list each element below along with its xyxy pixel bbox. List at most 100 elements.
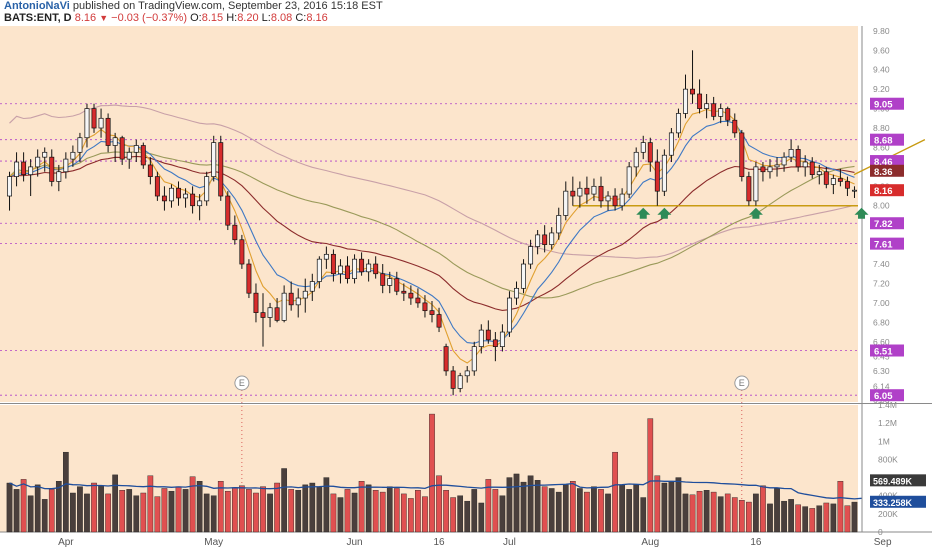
author-link[interactable]: AntonioNaVi bbox=[4, 0, 70, 12]
up-arrow-icon bbox=[657, 207, 672, 219]
volume-bar bbox=[112, 474, 118, 533]
volume-bar bbox=[337, 497, 344, 533]
candle bbox=[584, 176, 590, 204]
candle bbox=[253, 283, 259, 323]
candle bbox=[549, 227, 555, 250]
candle-body bbox=[521, 263, 526, 289]
candle-body bbox=[105, 117, 111, 146]
volume-bar bbox=[555, 491, 562, 533]
candle bbox=[809, 157, 815, 179]
candle bbox=[788, 139, 794, 163]
candle-body bbox=[668, 132, 674, 156]
candle bbox=[345, 256, 350, 284]
candle-body bbox=[563, 190, 569, 216]
candle bbox=[443, 343, 449, 376]
volume-bar bbox=[365, 484, 372, 533]
volume-bar bbox=[253, 492, 259, 533]
candle-body bbox=[760, 166, 766, 173]
volume-bar bbox=[548, 488, 555, 533]
candle-body bbox=[91, 108, 97, 129]
candle bbox=[471, 341, 477, 376]
candle bbox=[211, 135, 217, 182]
candle bbox=[14, 152, 20, 187]
candle-body bbox=[401, 290, 407, 294]
price-level-text: 8.46 bbox=[874, 157, 893, 168]
volume-bar bbox=[330, 493, 337, 533]
candle bbox=[697, 79, 703, 114]
candle bbox=[690, 50, 695, 104]
candle-body bbox=[514, 287, 519, 299]
candle-body bbox=[478, 329, 484, 347]
volume-bar bbox=[154, 496, 161, 533]
candle-body bbox=[443, 346, 449, 372]
candle-body bbox=[823, 171, 829, 185]
candle bbox=[302, 278, 308, 313]
volume-bar bbox=[6, 482, 13, 533]
volume-bar bbox=[478, 502, 485, 533]
candle bbox=[169, 184, 174, 208]
volume-bar bbox=[98, 485, 104, 533]
candle-body bbox=[63, 158, 69, 173]
candle-body bbox=[28, 166, 34, 176]
volume-bar bbox=[351, 492, 358, 533]
volume-level-tag bbox=[870, 495, 926, 508]
candle-body bbox=[450, 370, 456, 389]
candle-body bbox=[809, 161, 815, 176]
volume-bar bbox=[323, 477, 330, 533]
candle bbox=[218, 135, 224, 201]
price-level-tag bbox=[870, 97, 904, 110]
volume-bar bbox=[48, 489, 55, 533]
candle bbox=[781, 152, 787, 172]
candle-body bbox=[77, 137, 83, 153]
symbol-label[interactable]: BATS:ENT, D bbox=[4, 12, 72, 24]
candle bbox=[63, 152, 69, 179]
volume-bar bbox=[77, 486, 83, 533]
candle-body bbox=[471, 346, 477, 372]
last-price: 8.16 bbox=[74, 12, 97, 24]
candle bbox=[204, 171, 210, 206]
volume-bar bbox=[612, 451, 618, 533]
low-label: L: bbox=[261, 12, 271, 24]
price-level-text: 9.05 bbox=[874, 100, 893, 111]
candle-body bbox=[556, 215, 562, 234]
volume-bar bbox=[55, 481, 62, 533]
candle bbox=[563, 181, 569, 221]
volume-bar bbox=[562, 484, 569, 533]
price-tick-label: 9.40 bbox=[873, 65, 890, 75]
volume-bar bbox=[147, 475, 154, 533]
open-label: O: bbox=[190, 12, 202, 24]
volume-bar bbox=[499, 495, 506, 533]
volume-bar bbox=[689, 494, 696, 533]
candle bbox=[323, 246, 329, 269]
candle-body bbox=[577, 187, 583, 197]
candle-body bbox=[457, 375, 463, 389]
candle-body bbox=[852, 189, 857, 192]
price-level-text: 6.51 bbox=[874, 347, 893, 358]
candle bbox=[225, 191, 231, 231]
candle-body bbox=[492, 339, 498, 347]
candle-body bbox=[584, 187, 590, 195]
volume-bar bbox=[746, 501, 752, 533]
candle bbox=[746, 171, 752, 206]
volume-bar bbox=[408, 498, 414, 533]
price-tick-label: 6.14 bbox=[873, 381, 890, 391]
volume-bar bbox=[295, 490, 302, 533]
candle-body bbox=[422, 302, 428, 312]
candle bbox=[267, 302, 273, 328]
volume-bar bbox=[837, 481, 844, 533]
candle bbox=[521, 259, 526, 294]
candle bbox=[176, 181, 181, 206]
volume-bar bbox=[267, 493, 273, 533]
volume-bar bbox=[506, 477, 513, 533]
volume-bar bbox=[281, 468, 287, 533]
candle bbox=[133, 139, 139, 163]
candle-body bbox=[830, 178, 836, 185]
price-level-tag bbox=[870, 184, 904, 197]
time-tick-label: 16 bbox=[433, 537, 445, 548]
candle-body bbox=[619, 193, 625, 207]
close-value: 8.16 bbox=[306, 12, 328, 24]
candle bbox=[816, 164, 822, 185]
volume-bar bbox=[105, 493, 111, 533]
volume-bar bbox=[246, 489, 252, 533]
